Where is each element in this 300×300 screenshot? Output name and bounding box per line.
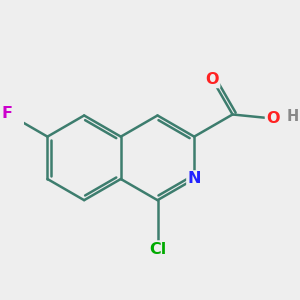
Text: H: H xyxy=(286,109,298,124)
Text: N: N xyxy=(188,172,201,187)
Text: O: O xyxy=(206,72,219,87)
Text: O: O xyxy=(266,111,280,126)
Text: Cl: Cl xyxy=(149,242,166,256)
Text: F: F xyxy=(1,106,12,121)
